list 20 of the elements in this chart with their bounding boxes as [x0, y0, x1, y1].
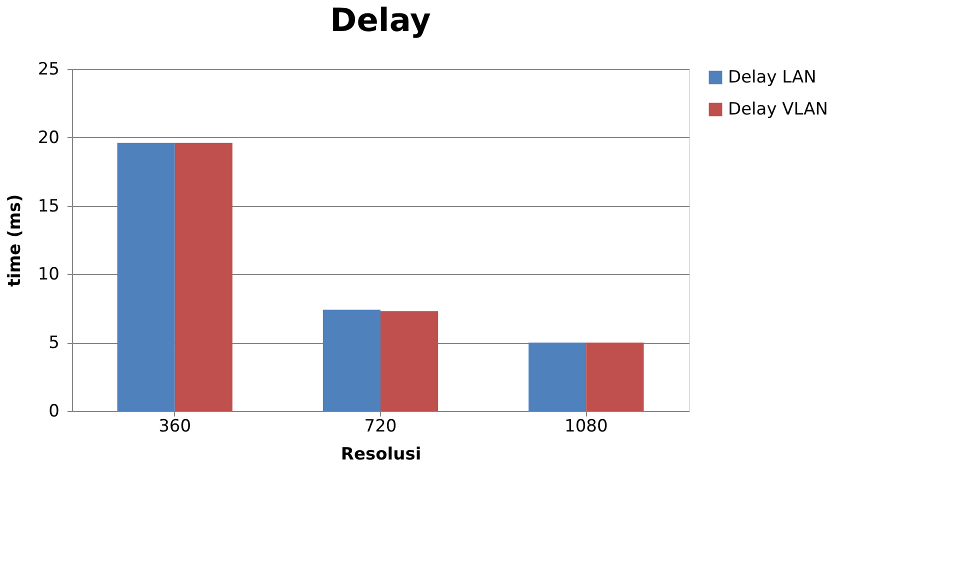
y-axis-title: time (ms): [4, 194, 25, 287]
x-tick-label: 720: [364, 416, 397, 436]
y-tick-label: 25: [38, 60, 60, 80]
bar: [586, 342, 644, 411]
y-tick-label: 15: [38, 196, 60, 216]
y-tick-label: 20: [38, 128, 60, 148]
bar: [117, 142, 175, 411]
bar: [380, 311, 438, 411]
x-axis-title: Resolusi: [340, 444, 422, 464]
x-tick-label: 360: [158, 416, 192, 436]
x-tick-label: 1080: [564, 416, 608, 436]
bar: [322, 310, 380, 411]
y-tick-label: 10: [38, 264, 60, 285]
legend-label: Delay VLAN: [728, 100, 828, 120]
bar: [528, 342, 586, 411]
y-tick-label: 5: [48, 333, 60, 354]
legend-label: Delay LAN: [728, 68, 816, 88]
chart-title: Delay: [330, 1, 431, 39]
y-tick-label: 0: [48, 402, 60, 422]
bar: [174, 142, 232, 411]
